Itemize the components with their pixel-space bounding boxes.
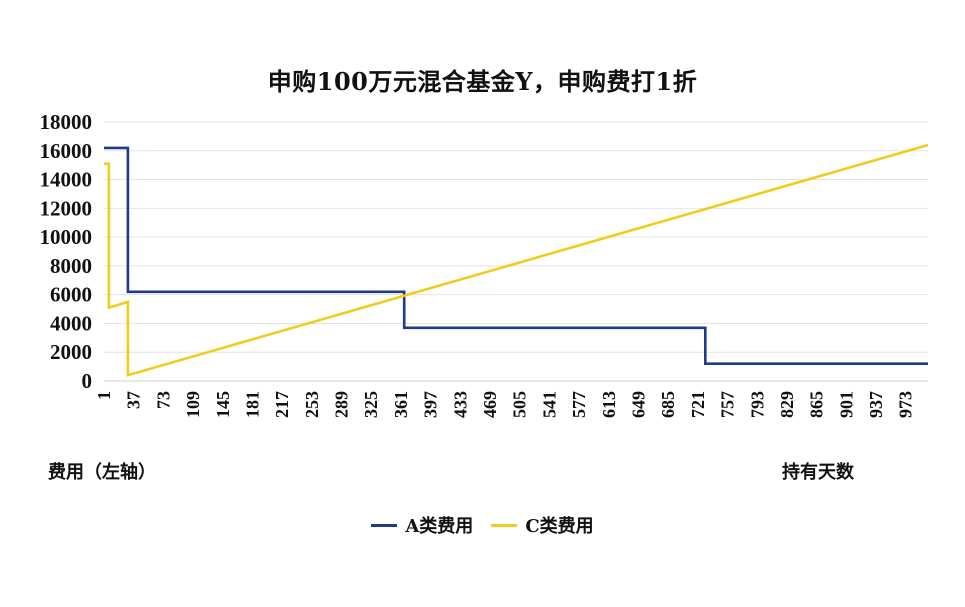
x-tick-label: 793 <box>747 391 767 418</box>
legend-item-a: A类费用 <box>371 512 473 538</box>
x-tick-label: 721 <box>688 391 708 418</box>
y-tick-label: 18000 <box>40 110 93 134</box>
legend: A类费用 C类费用 <box>0 512 965 538</box>
x-axis-label: 持有天数 <box>782 462 854 483</box>
legend-swatch-c <box>491 523 518 527</box>
x-tick-label: 505 <box>510 391 530 418</box>
series-a-line <box>104 146 928 366</box>
x-tick-label: 757 <box>718 391 738 418</box>
y-tick-label: 8000 <box>50 254 92 278</box>
x-tick-label: 973 <box>896 391 916 418</box>
x-tick-label: 109 <box>183 391 203 418</box>
y-tick-label: 4000 <box>50 311 92 335</box>
x-tick-label: 937 <box>866 391 886 418</box>
x-tick-label: 469 <box>480 391 500 418</box>
y-tick-label: 12000 <box>40 196 93 220</box>
x-tick-label: 217 <box>272 391 292 418</box>
y-tick-label: 16000 <box>40 139 93 163</box>
y-tick-label: 0 <box>82 369 93 393</box>
x-tick-label: 541 <box>539 391 559 418</box>
x-tick-label: 685 <box>658 391 678 418</box>
x-tick-label: 1 <box>94 391 114 400</box>
x-tick-label: 73 <box>153 391 173 409</box>
legend-label-a: A类费用 <box>405 516 474 537</box>
x-tick-label: 361 <box>391 391 411 418</box>
y-tick-label: 10000 <box>40 225 93 249</box>
x-tick-label: 145 <box>213 391 233 418</box>
x-tick-label: 649 <box>628 391 648 418</box>
y-axis-ticks: 0 2000 4000 6000 8000 10000 12000 14000 16000 180… <box>40 110 93 393</box>
legend-swatch-a <box>371 523 398 527</box>
x-tick-label: 289 <box>332 391 352 418</box>
y-tick-label: 14000 <box>40 168 93 192</box>
x-tick-label: 253 <box>302 391 322 418</box>
chart-title: 申购100万元混合基金Y，申购费打1折 <box>267 67 698 96</box>
x-tick-label: 397 <box>421 391 441 418</box>
x-tick-label: 901 <box>836 391 856 418</box>
x-tick-label: 613 <box>599 391 619 418</box>
x-tick-label: 433 <box>450 391 470 418</box>
x-tick-label: 37 <box>124 391 144 409</box>
x-tick-label: 865 <box>807 391 827 418</box>
gridlines <box>104 121 928 382</box>
y-tick-label: 2000 <box>50 340 92 364</box>
x-axis-ticks: 1 37 73 109 145 181 217 253 289 325 361 397 433 469 50… <box>94 391 916 418</box>
legend-label-c: C类费用 <box>525 516 594 537</box>
series-lines <box>104 143 929 377</box>
x-tick-label: 577 <box>569 391 589 418</box>
y-tick-label: 6000 <box>50 283 92 307</box>
y-axis-label: 费用（左轴） <box>48 462 156 483</box>
x-tick-label: 181 <box>242 391 262 418</box>
series-c-line <box>104 143 929 377</box>
x-tick-label: 829 <box>777 391 797 418</box>
x-tick-label: 325 <box>361 391 381 418</box>
legend-item-c: C类费用 <box>491 512 594 538</box>
